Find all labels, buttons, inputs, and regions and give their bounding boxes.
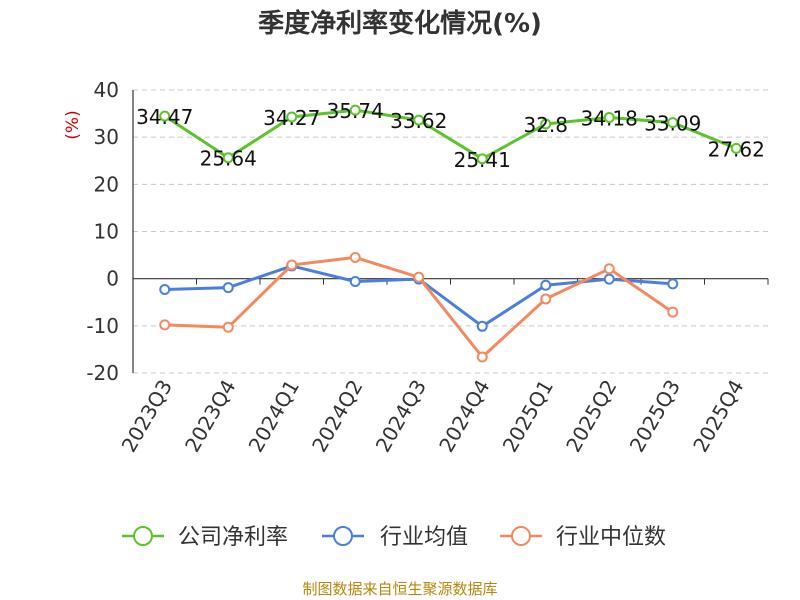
data-label: 25.64 xyxy=(200,147,257,171)
y-tick-label: 40 xyxy=(94,78,119,102)
data-point xyxy=(349,104,361,116)
legend-marker-icon xyxy=(511,526,531,546)
data-label: 34.27 xyxy=(263,106,320,130)
legend-label: 行业中位数 xyxy=(556,525,666,550)
data-label: 33.62 xyxy=(390,109,447,133)
data-label: 27.62 xyxy=(708,137,765,161)
y-axis-label: (%) xyxy=(63,110,83,139)
y-tick-label: -10 xyxy=(86,314,119,338)
x-tick-label: 2025Q1 xyxy=(498,376,558,457)
data-point xyxy=(730,142,742,154)
x-tick-label: 2023Q4 xyxy=(180,376,240,457)
data-point xyxy=(222,321,234,333)
x-tick-label: 2025Q4 xyxy=(688,376,748,457)
y-tick-label: -20 xyxy=(86,361,119,385)
data-label: 33.09 xyxy=(644,112,701,136)
data-point xyxy=(603,273,615,285)
data-point xyxy=(413,114,425,126)
legend-item: 行业均值 xyxy=(322,525,468,550)
data-point xyxy=(159,319,171,331)
data-point xyxy=(349,275,361,287)
data-label: 34.47 xyxy=(136,105,193,129)
data-point xyxy=(349,251,361,263)
legend-item: 公司净利率 xyxy=(122,525,288,550)
data-point xyxy=(603,111,615,123)
data-point xyxy=(667,117,679,129)
y-tick-label: 20 xyxy=(94,172,119,196)
data-label: 35.74 xyxy=(327,99,384,123)
data-point xyxy=(159,284,171,296)
data-point xyxy=(603,263,615,275)
data-point xyxy=(222,282,234,294)
data-point xyxy=(286,259,298,271)
legend-marker-icon xyxy=(133,526,153,546)
data-point xyxy=(413,271,425,283)
data-label: 25.41 xyxy=(454,148,511,172)
x-tick-label: 2025Q2 xyxy=(561,376,621,457)
x-tick-label: 2023Q3 xyxy=(117,376,177,457)
data-label: 34.18 xyxy=(581,106,638,130)
data-point xyxy=(476,320,488,332)
data-point xyxy=(286,111,298,123)
source-note: 制图数据来自恒生聚源数据库 xyxy=(302,580,497,598)
data-label: 32.8 xyxy=(523,113,568,137)
data-point xyxy=(222,152,234,164)
grid-layer xyxy=(133,89,768,374)
data-point xyxy=(667,306,679,318)
data-point xyxy=(540,279,552,291)
x-tick-label: 2025Q3 xyxy=(625,376,685,457)
y-tick-label: 30 xyxy=(94,125,119,149)
y-tick-label: 10 xyxy=(94,220,119,244)
data-point xyxy=(540,118,552,130)
x-tick-label: 2024Q3 xyxy=(371,376,431,457)
data-point xyxy=(476,351,488,363)
series-line xyxy=(163,108,737,161)
legend-item: 行业中位数 xyxy=(500,525,666,550)
data-point xyxy=(540,293,552,305)
data-point xyxy=(159,110,171,122)
legend: 公司净利率 行业均值 行业中位数 xyxy=(122,525,666,550)
legend-label: 公司净利率 xyxy=(178,525,288,550)
y-tick-label: 0 xyxy=(106,267,119,291)
data-point xyxy=(476,153,488,165)
legend-marker-icon xyxy=(333,526,353,546)
x-tick-label: 2024Q4 xyxy=(434,376,494,457)
chart-title: 季度净利率变化情况(%) xyxy=(258,8,542,39)
x-tick-label: 2024Q2 xyxy=(307,376,367,457)
legend-label: 行业均值 xyxy=(380,525,468,550)
x-tick-label: 2024Q1 xyxy=(244,376,304,457)
series-layer xyxy=(159,104,742,363)
data-point xyxy=(667,278,679,290)
